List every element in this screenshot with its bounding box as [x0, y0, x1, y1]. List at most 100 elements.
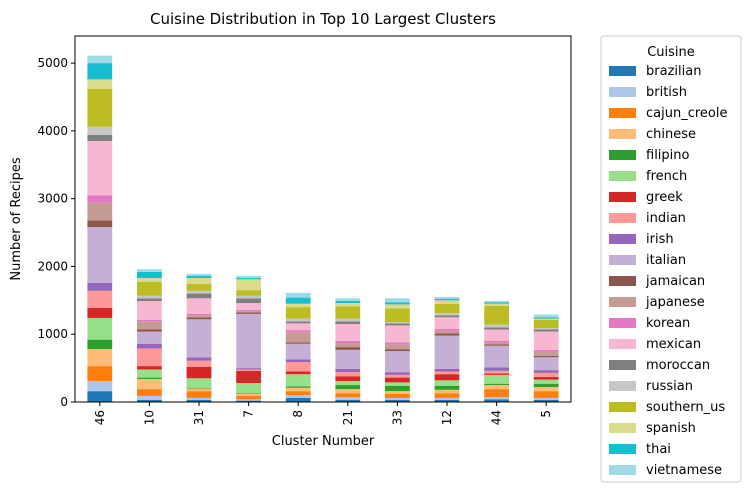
bar-segment-brazilian-21: [335, 399, 361, 402]
bar-segment-greek-31: [186, 366, 212, 379]
bar-segment-cajun_creole-21: [335, 393, 361, 398]
bar-segment-chinese-33: [385, 391, 410, 394]
bar-segment-french-44: [484, 374, 509, 384]
legend-label-russian: russian: [646, 379, 693, 394]
bar-segment-southern_us-10: [137, 282, 162, 296]
bar-segment-vietnamese-33: [385, 298, 410, 303]
legend-label-mexican: mexican: [646, 337, 701, 352]
bar-segment-french-8: [285, 374, 311, 387]
bar-segment-brazilian-5: [533, 399, 559, 402]
bar-segment-korean-12: [434, 328, 460, 331]
bar-segment-british-33: [385, 397, 410, 400]
legend-swatch-greek: [609, 192, 636, 202]
bar-segment-thai-7: [236, 277, 261, 280]
bar-segment-chinese-8: [285, 387, 311, 392]
bar-segment-greek-8: [285, 371, 311, 375]
bar-segment-spanish-31: [186, 277, 212, 285]
bar-segment-southern_us-12: [434, 303, 460, 314]
bar-segment-southern_us-5: [533, 319, 559, 329]
bar-segment-filipino-31: [186, 387, 212, 389]
bar-segment-moroccan-10: [137, 298, 162, 302]
bar-segment-irish-46: [87, 282, 113, 291]
bar-segment-indian-21: [335, 372, 361, 377]
bar-segment-korean-8: [285, 330, 311, 333]
legend-label-korean: korean: [646, 316, 690, 331]
plot-frame: [74, 35, 572, 403]
bar-segment-japanese-8: [285, 332, 311, 343]
legend-title: Cuisine: [647, 45, 695, 60]
y-tick-label: 1000: [37, 327, 68, 341]
bar-segment-chinese-31: [186, 388, 212, 392]
bar-segment-vietnamese-44: [484, 301, 509, 303]
bar-segment-cajun_creole-12: [434, 393, 460, 398]
bar-segment-irish-10: [137, 343, 162, 349]
bar-segment-southern_us-21: [335, 306, 361, 319]
legend-swatch-japanese: [609, 297, 636, 307]
bar-segment-indian-7: [236, 369, 261, 371]
bar-segment-brazilian-10: [137, 399, 162, 402]
bar-segment-vietnamese-7: [236, 275, 261, 278]
legend-swatch-vietnamese: [609, 465, 636, 475]
bar-segment-southern_us-8: [285, 307, 311, 319]
bar-segment-filipino-8: [285, 386, 311, 388]
bar-segment-irish-33: [385, 372, 410, 375]
legend-swatch-russian: [609, 381, 636, 391]
x-tick-label: 31: [192, 410, 206, 425]
bar-segment-mexican-8: [285, 323, 311, 331]
bar-segment-brazilian-44: [484, 399, 509, 402]
bar-segment-thai-33: [385, 302, 410, 305]
x-tick-label: 12: [440, 410, 454, 425]
bar-segment-vietnamese-21: [335, 298, 361, 302]
bar-segment-chinese-21: [335, 389, 361, 394]
bar-segment-southern_us-7: [236, 290, 261, 296]
bar-segment-indian-31: [186, 360, 212, 367]
bar-segment-spanish-44: [484, 303, 509, 306]
bar-segment-thai-10: [137, 271, 162, 278]
bar-segment-russian-31: [186, 290, 212, 294]
legend-label-spanish: spanish: [646, 421, 696, 436]
bar-segment-jamaican-5: [533, 355, 559, 358]
bar-segment-british-8: [285, 395, 311, 398]
bar-segment-japanese-44: [484, 342, 509, 345]
bar-segment-southern_us-31: [186, 284, 212, 291]
bar-segment-korean-5: [533, 349, 559, 352]
bar-segment-japanese-46: [87, 202, 113, 221]
bar-segment-russian-21: [335, 318, 361, 322]
y-tick-label: 5000: [37, 56, 68, 70]
bar-segment-irish-8: [285, 359, 311, 363]
bar-segment-french-12: [434, 380, 460, 386]
bar-segment-mexican-33: [385, 325, 410, 343]
legend-label-filipino: filipino: [646, 148, 690, 163]
bar-segment-cajun_creole-5: [533, 391, 559, 398]
bar-segment-brazilian-31: [186, 399, 212, 402]
y-tick-label: 0: [60, 395, 68, 409]
bar-segment-thai-44: [484, 302, 509, 304]
bar-segment-spanish-5: [533, 318, 559, 320]
x-tick-label: 5: [539, 410, 553, 418]
bar-segment-russian-5: [533, 328, 559, 330]
bar-segment-italian-7: [236, 313, 261, 369]
legend-label-greek: greek: [646, 190, 683, 205]
bar-segment-thai-5: [533, 317, 559, 319]
legend-label-italian: italian: [646, 253, 686, 268]
bar-segment-jamaican-8: [285, 342, 311, 344]
bar-segment-jamaican-10: [137, 329, 162, 332]
bar-segment-greek-33: [385, 377, 410, 383]
bar-segment-cajun_creole-8: [285, 391, 311, 396]
legend-swatch-indian: [609, 213, 636, 223]
bar-segment-french-21: [335, 380, 361, 386]
bar-segment-chinese-12: [434, 389, 460, 394]
bar-segment-french-7: [236, 383, 261, 394]
bar-segment-moroccan-12: [434, 315, 460, 318]
bar-segment-moroccan-21: [335, 321, 361, 325]
legend-swatch-french: [609, 171, 636, 181]
bar-segment-korean-21: [335, 341, 361, 344]
bar-segment-spanish-7: [236, 279, 261, 291]
bar-segment-greek-12: [434, 374, 460, 381]
bar-segment-russian-10: [137, 295, 162, 299]
bar-segment-russian-7: [236, 295, 261, 299]
legend-swatch-irish: [609, 234, 636, 244]
bar-segment-indian-33: [385, 374, 410, 378]
legend-label-japanese: japanese: [645, 295, 705, 310]
bar-segment-japanese-33: [385, 344, 410, 350]
